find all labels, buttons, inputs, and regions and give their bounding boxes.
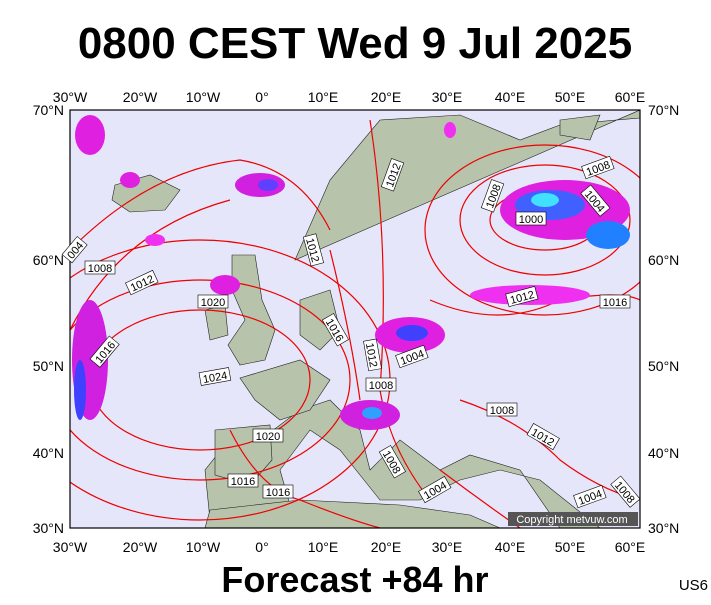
isobar-label: 1020 <box>197 294 229 309</box>
isobar-label-box <box>418 476 452 504</box>
isobar-label-box <box>573 484 607 509</box>
isobar-label-box <box>581 155 615 180</box>
isobar-label: 1008 <box>486 402 518 417</box>
isobar-label-text: 1012 <box>363 342 379 368</box>
isobar-label-box <box>321 313 349 347</box>
lon-label-bottom: 60°E <box>615 539 646 555</box>
copyright-box <box>508 512 638 526</box>
lat-label-right: 60°N <box>648 252 679 268</box>
isobar-label-box <box>599 294 631 309</box>
lon-label-top: 60°E <box>615 89 646 105</box>
lat-label-right: 50°N <box>648 358 679 374</box>
lat-label-right: 40°N <box>648 445 679 461</box>
isobar-label-box <box>61 236 88 264</box>
lon-label-top: 0° <box>255 89 268 105</box>
lat-label-left: 50°N <box>33 358 64 374</box>
lat-label-left: 70°N <box>33 102 64 118</box>
isobar-label-box <box>505 285 539 308</box>
isobar-label-text: 1024 <box>202 370 228 386</box>
ticks: 30°W 30°W 20°W 20°W 10°W 10°W 0° 0° 10°E 10°E 20°E… <box>33 89 680 555</box>
isobar-label-text: 1008 <box>88 263 112 275</box>
title: 0800 CEST Wed 9 Jul 2025 <box>78 19 632 68</box>
lon-label-bottom: 50°E <box>555 539 586 555</box>
isobar-label-box <box>197 294 229 309</box>
lon-label-top: 40°E <box>495 89 526 105</box>
isobar-label-box <box>526 423 560 451</box>
isobar-label-text: 1000 <box>519 214 543 226</box>
isobar-label: 1024 <box>198 367 232 386</box>
lat-label-left: 30°N <box>33 520 64 536</box>
lon-label-top: 20°E <box>371 89 402 105</box>
lon-label-bottom: 20°W <box>123 539 158 555</box>
lon-label-bottom: 0° <box>255 539 268 555</box>
isobar-label-box <box>480 179 505 213</box>
isobar-label-box <box>580 184 611 217</box>
lat-label-left: 60°N <box>33 252 64 268</box>
isobar-label-box <box>302 233 325 267</box>
isobar-label-box <box>610 475 641 508</box>
land <box>111 110 640 528</box>
lon-label-top: 50°E <box>555 89 586 105</box>
lon-label-bottom: 30°E <box>432 539 463 555</box>
lon-label-bottom: 10°E <box>308 539 339 555</box>
isobar-label-text: 1008 <box>490 405 514 417</box>
isobar-label-text: 1020 <box>256 431 280 443</box>
isobar-label-box <box>84 260 116 275</box>
lon-label-top: 10°W <box>186 89 221 105</box>
isobar-label: 1008 <box>84 260 116 275</box>
isobar-label-box <box>227 473 259 488</box>
isobar-label: 1000 <box>515 211 547 226</box>
isobar-label-text: 1016 <box>603 297 627 309</box>
lon-label-top: 10°E <box>308 89 339 105</box>
map-content: Copyright metvuw.com <box>70 110 640 528</box>
copyright: Copyright metvuw.com <box>516 514 627 526</box>
isobar-label-text: 1016 <box>231 476 255 488</box>
isobar-label-box <box>262 484 294 499</box>
isobar-label: 1008 <box>365 377 397 392</box>
lon-label-bottom: 20°E <box>371 539 402 555</box>
isobar-label: 1008 <box>480 179 505 213</box>
isobar-label: 1016 <box>599 294 631 309</box>
code: US6 <box>679 577 708 594</box>
isobar-label-box <box>380 158 405 192</box>
lat-label-right: 30°N <box>648 520 679 536</box>
isobar-label-box <box>378 445 406 479</box>
map-frame <box>69 109 641 529</box>
isobar-label-text: 1016 <box>266 487 290 499</box>
isobar-label-box <box>365 377 397 392</box>
isobar-label-text: 1008 <box>369 380 393 392</box>
isobar-label-box <box>363 338 382 372</box>
isobar-label-box <box>89 335 120 368</box>
isobar-label-box <box>486 402 518 417</box>
lat-label-left: 40°N <box>33 445 64 461</box>
isobar-label: 1020 <box>252 428 284 443</box>
isobar-label: 1012 <box>363 338 382 372</box>
lon-label-top: 30°E <box>432 89 463 105</box>
isobar-label-box <box>198 367 232 386</box>
isobar-label-box <box>252 428 284 443</box>
lon-label-top: 30°W <box>53 89 88 105</box>
footer: Forecast +84 hr <box>221 559 488 600</box>
isobar-label-text: 1020 <box>201 297 225 309</box>
lon-label-top: 20°W <box>123 89 158 105</box>
isobar-label-box <box>515 211 547 226</box>
isobar-label-box <box>125 269 159 296</box>
lat-label-right: 70°N <box>648 102 679 118</box>
isobar-label: 1012 <box>505 285 539 308</box>
lon-label-bottom: 10°W <box>186 539 221 555</box>
isobar-label: 1016 <box>227 473 259 488</box>
lon-label-bottom: 40°E <box>495 539 526 555</box>
isobar-label: 1016 <box>262 484 294 499</box>
isobar-label-box <box>395 344 429 369</box>
lon-label-bottom: 30°W <box>53 539 88 555</box>
